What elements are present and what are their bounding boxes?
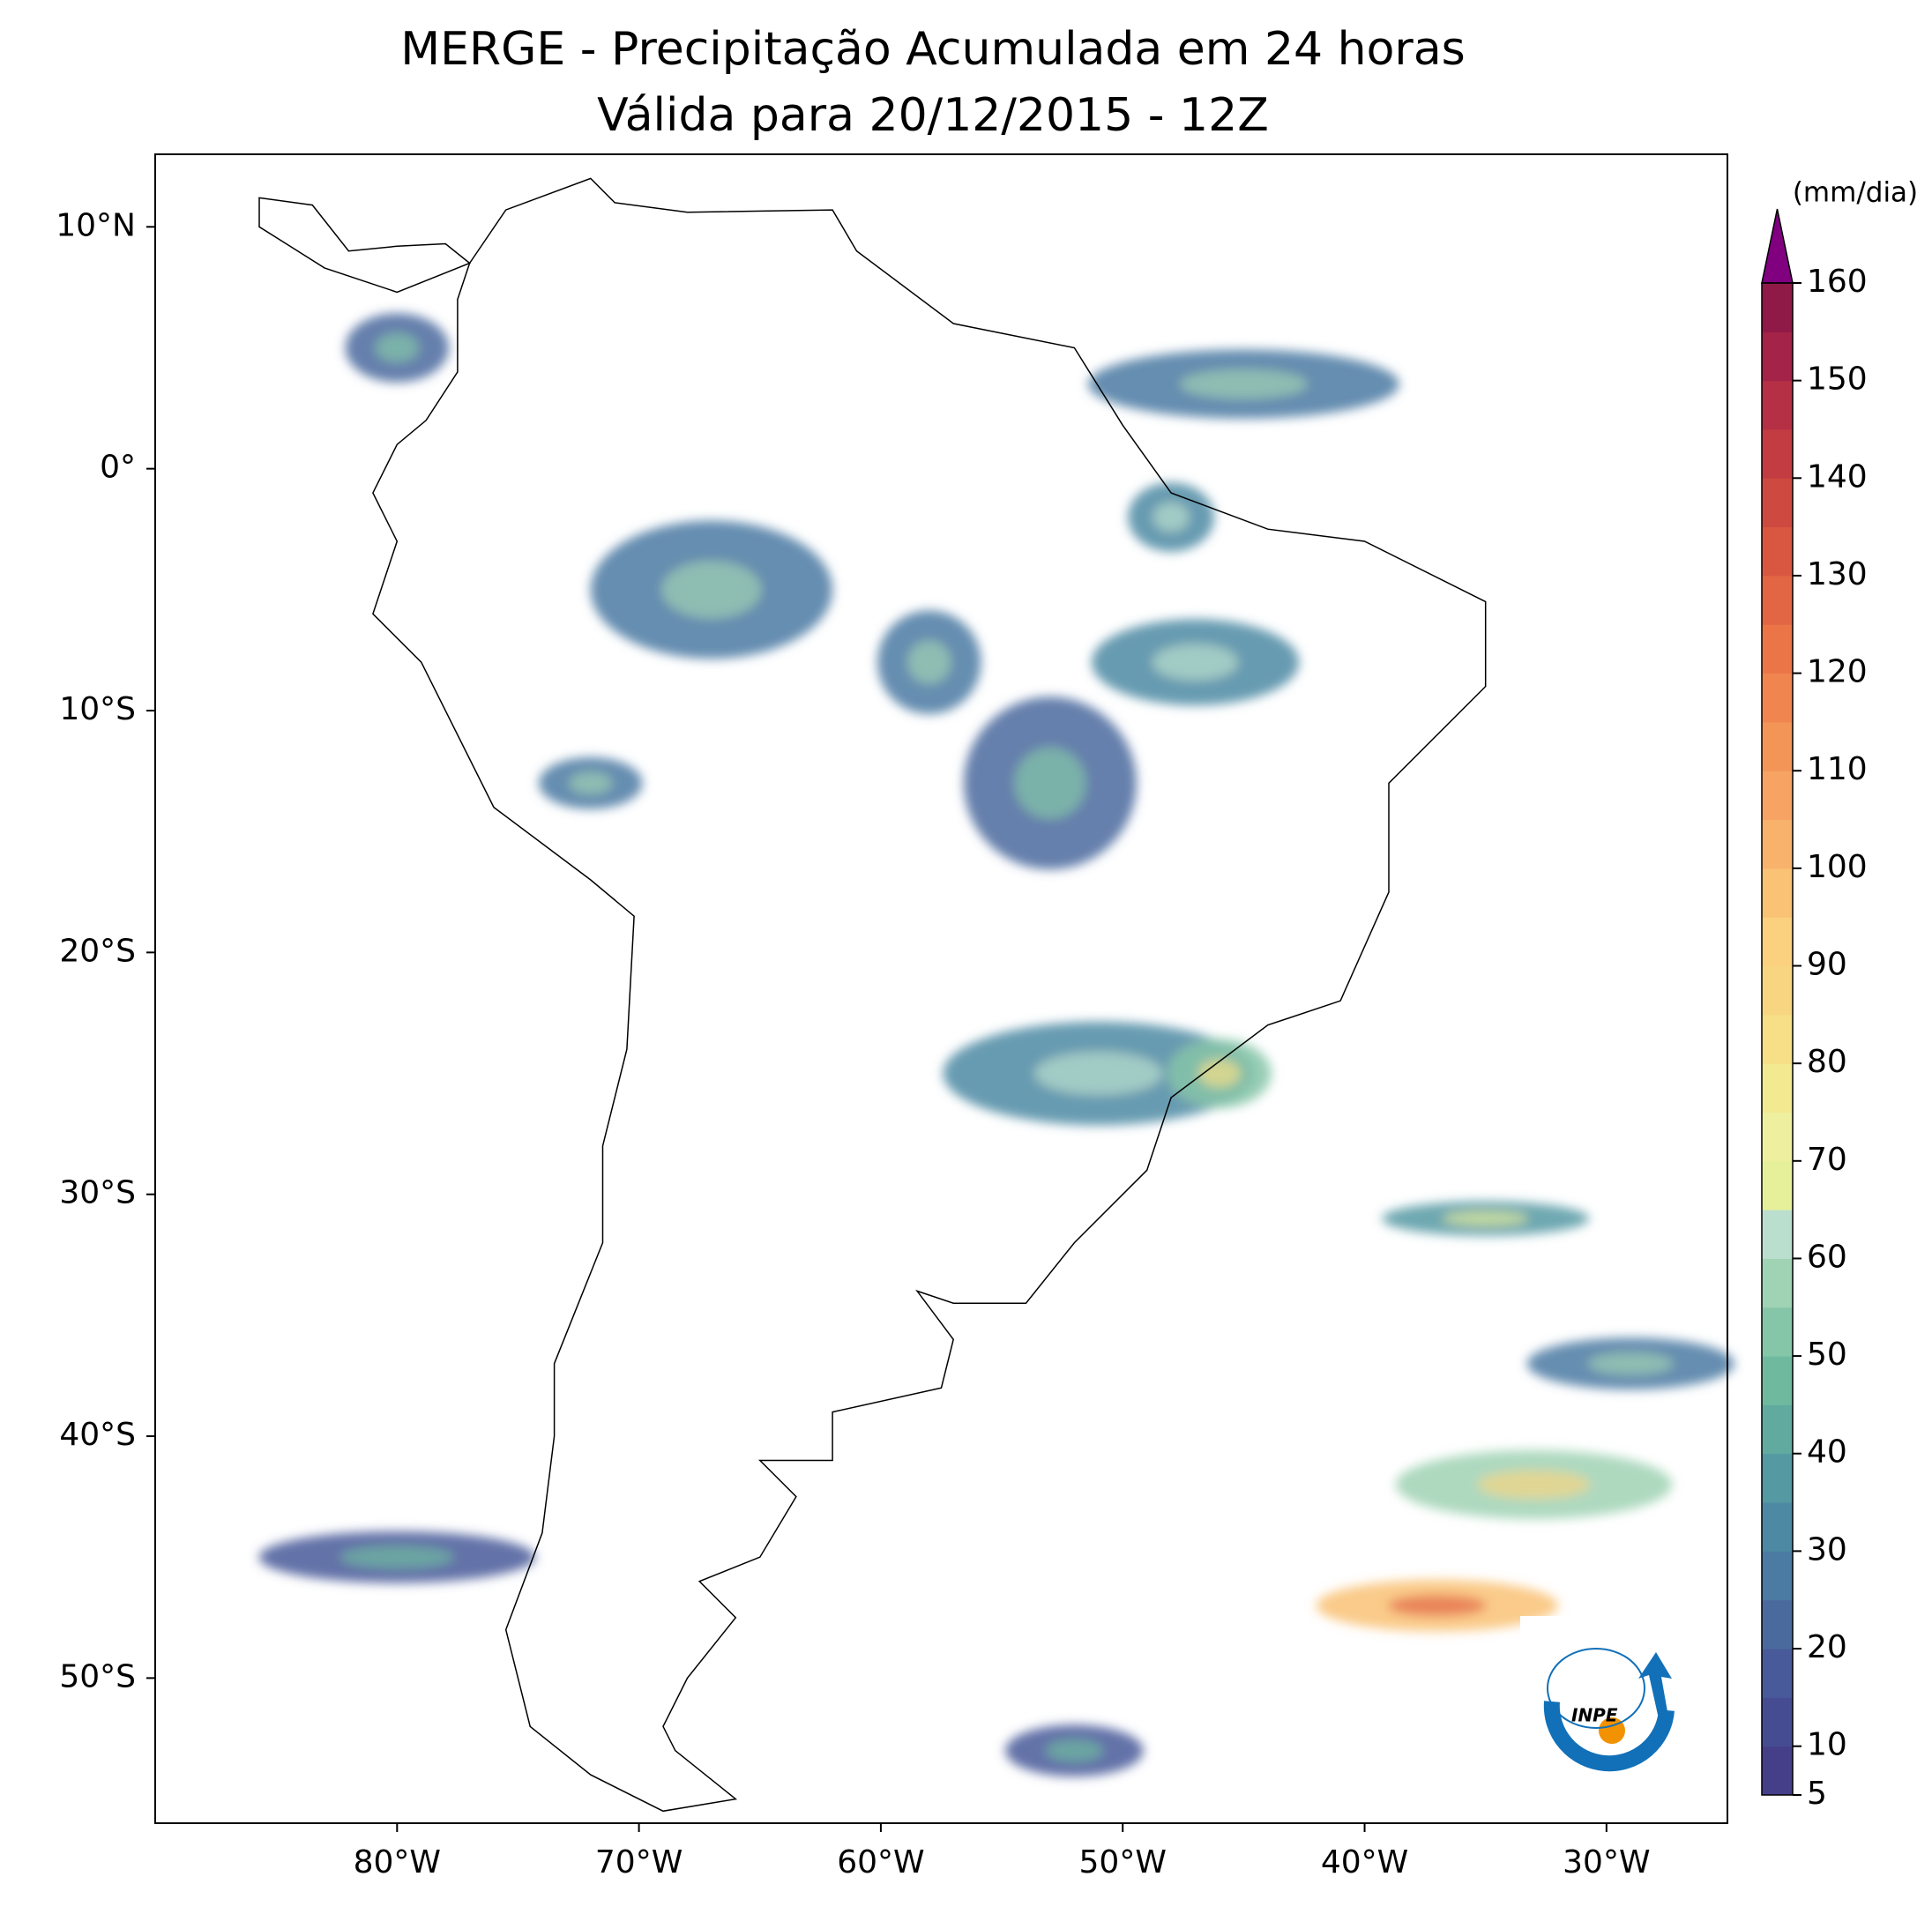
colorbar-band	[1762, 917, 1793, 967]
colorbar-frame	[1761, 282, 1794, 1796]
precip-core	[1477, 1470, 1591, 1499]
colorbar-band	[1762, 1258, 1793, 1308]
colorbar-band	[1762, 1063, 1793, 1113]
colorbar-band	[1762, 526, 1793, 577]
precipitation-field	[258, 313, 1734, 1777]
colorbar-tick-label: 140	[1807, 458, 1868, 495]
x-tick-label: 80°W	[354, 1844, 441, 1880]
colorbar-band	[1762, 819, 1793, 869]
colorbar-band	[1762, 1404, 1793, 1455]
precip-core	[1153, 503, 1190, 532]
colorbar-tick-label: 10	[1807, 1727, 1847, 1763]
y-tick-label: 10°N	[56, 207, 136, 243]
precip-core	[661, 561, 761, 618]
colorbar-band	[1762, 1210, 1793, 1259]
precip-core	[1034, 1052, 1162, 1095]
colorbar-band	[1762, 1551, 1793, 1601]
colorbar-band	[1762, 1697, 1793, 1747]
y-tick-label: 30°S	[59, 1175, 136, 1211]
precip-core	[340, 1546, 454, 1568]
precip-core	[569, 772, 612, 794]
colorbar-tick-label: 60	[1807, 1239, 1847, 1275]
colorbar-tick-label: 90	[1807, 947, 1847, 983]
colorbar-band	[1762, 624, 1793, 674]
precip-core	[1046, 1739, 1103, 1761]
coastline	[258, 177, 1487, 1813]
colorbar-tick-label: 5	[1807, 1776, 1827, 1812]
logo-arc	[1543, 1701, 1675, 1772]
colorbar-band	[1762, 1453, 1793, 1503]
colorbar-tick-label: 160	[1807, 264, 1868, 300]
logo-text: INPE	[1571, 1705, 1618, 1726]
colorbar-band	[1762, 428, 1793, 479]
colorbar-band	[1762, 1649, 1793, 1698]
central-america-outline	[258, 197, 472, 294]
precip-core	[1180, 369, 1308, 398]
precip-core	[907, 641, 951, 684]
colorbar-band	[1762, 1356, 1793, 1405]
colorbar-band	[1762, 575, 1793, 625]
colorbar-band	[1762, 1307, 1793, 1357]
colorbar-tick-label: 50	[1807, 1337, 1847, 1373]
chart-title: MERGE - Precipitação Acumulada em 24 hor…	[400, 23, 1466, 76]
colorbar-band	[1762, 673, 1793, 723]
colorbar-extend	[1761, 208, 1794, 284]
colorbar-band	[1762, 868, 1793, 918]
continent-outline	[372, 177, 1487, 1813]
colorbar-band	[1762, 965, 1793, 1016]
colorbar-band	[1762, 331, 1793, 382]
colorbar-band	[1762, 1599, 1793, 1650]
logo-orbit	[1547, 1648, 1645, 1729]
y-tick-label: 10°S	[59, 691, 136, 727]
precip-core	[1387, 1595, 1487, 1617]
colorbar-tick-label: 130	[1807, 556, 1868, 592]
colorbar-tick-label: 70	[1807, 1142, 1847, 1178]
colorbar-tick-label: 120	[1807, 654, 1868, 690]
colorbar-band	[1762, 1502, 1793, 1552]
x-tick-label: 60°W	[837, 1844, 924, 1880]
chart-subtitle: Válida para 20/12/2015 - 12Z	[597, 89, 1269, 142]
logo: INPE	[1520, 1616, 1710, 1786]
precip-core	[1197, 1059, 1241, 1088]
map-frame	[154, 153, 1728, 1824]
colorbar-band	[1762, 478, 1793, 528]
precip-core	[1152, 644, 1238, 681]
x-tick-label: 50°W	[1079, 1844, 1167, 1880]
precip-core	[1443, 1211, 1528, 1226]
colorbar-label: (mm/dia)	[1793, 177, 1918, 209]
y-tick-label: 50°S	[59, 1658, 136, 1694]
y-tick-label: 0°	[100, 450, 136, 486]
colorbar-tick-label: 40	[1807, 1434, 1847, 1471]
colorbar-band	[1762, 1746, 1793, 1796]
colorbar-band	[1762, 380, 1793, 430]
colorbar-band	[1762, 1160, 1793, 1210]
colorbar-tick-label: 30	[1807, 1531, 1847, 1568]
colorbar-band	[1762, 1112, 1793, 1162]
colorbar-tick-label: 80	[1807, 1044, 1847, 1080]
colorbar-band	[1762, 721, 1793, 771]
precip-core	[1014, 748, 1085, 819]
colorbar-tick-label: 110	[1807, 751, 1868, 787]
y-tick-label: 20°S	[59, 933, 136, 969]
colorbar-band	[1762, 1014, 1793, 1064]
precip-core	[1588, 1352, 1674, 1374]
colorbar-tick-label: 20	[1807, 1629, 1847, 1665]
x-tick-label: 30°W	[1563, 1844, 1650, 1880]
colorbar-tick-label: 100	[1807, 849, 1868, 885]
colorbar-band	[1762, 283, 1793, 332]
y-tick-label: 40°S	[59, 1417, 136, 1453]
colorbar-tick-label: 150	[1807, 361, 1868, 398]
x-tick-label: 70°W	[595, 1844, 683, 1880]
x-tick-label: 40°W	[1321, 1844, 1408, 1880]
precip-core	[376, 333, 419, 362]
colorbar-band	[1762, 771, 1793, 821]
logo-arrow	[1638, 1652, 1672, 1717]
